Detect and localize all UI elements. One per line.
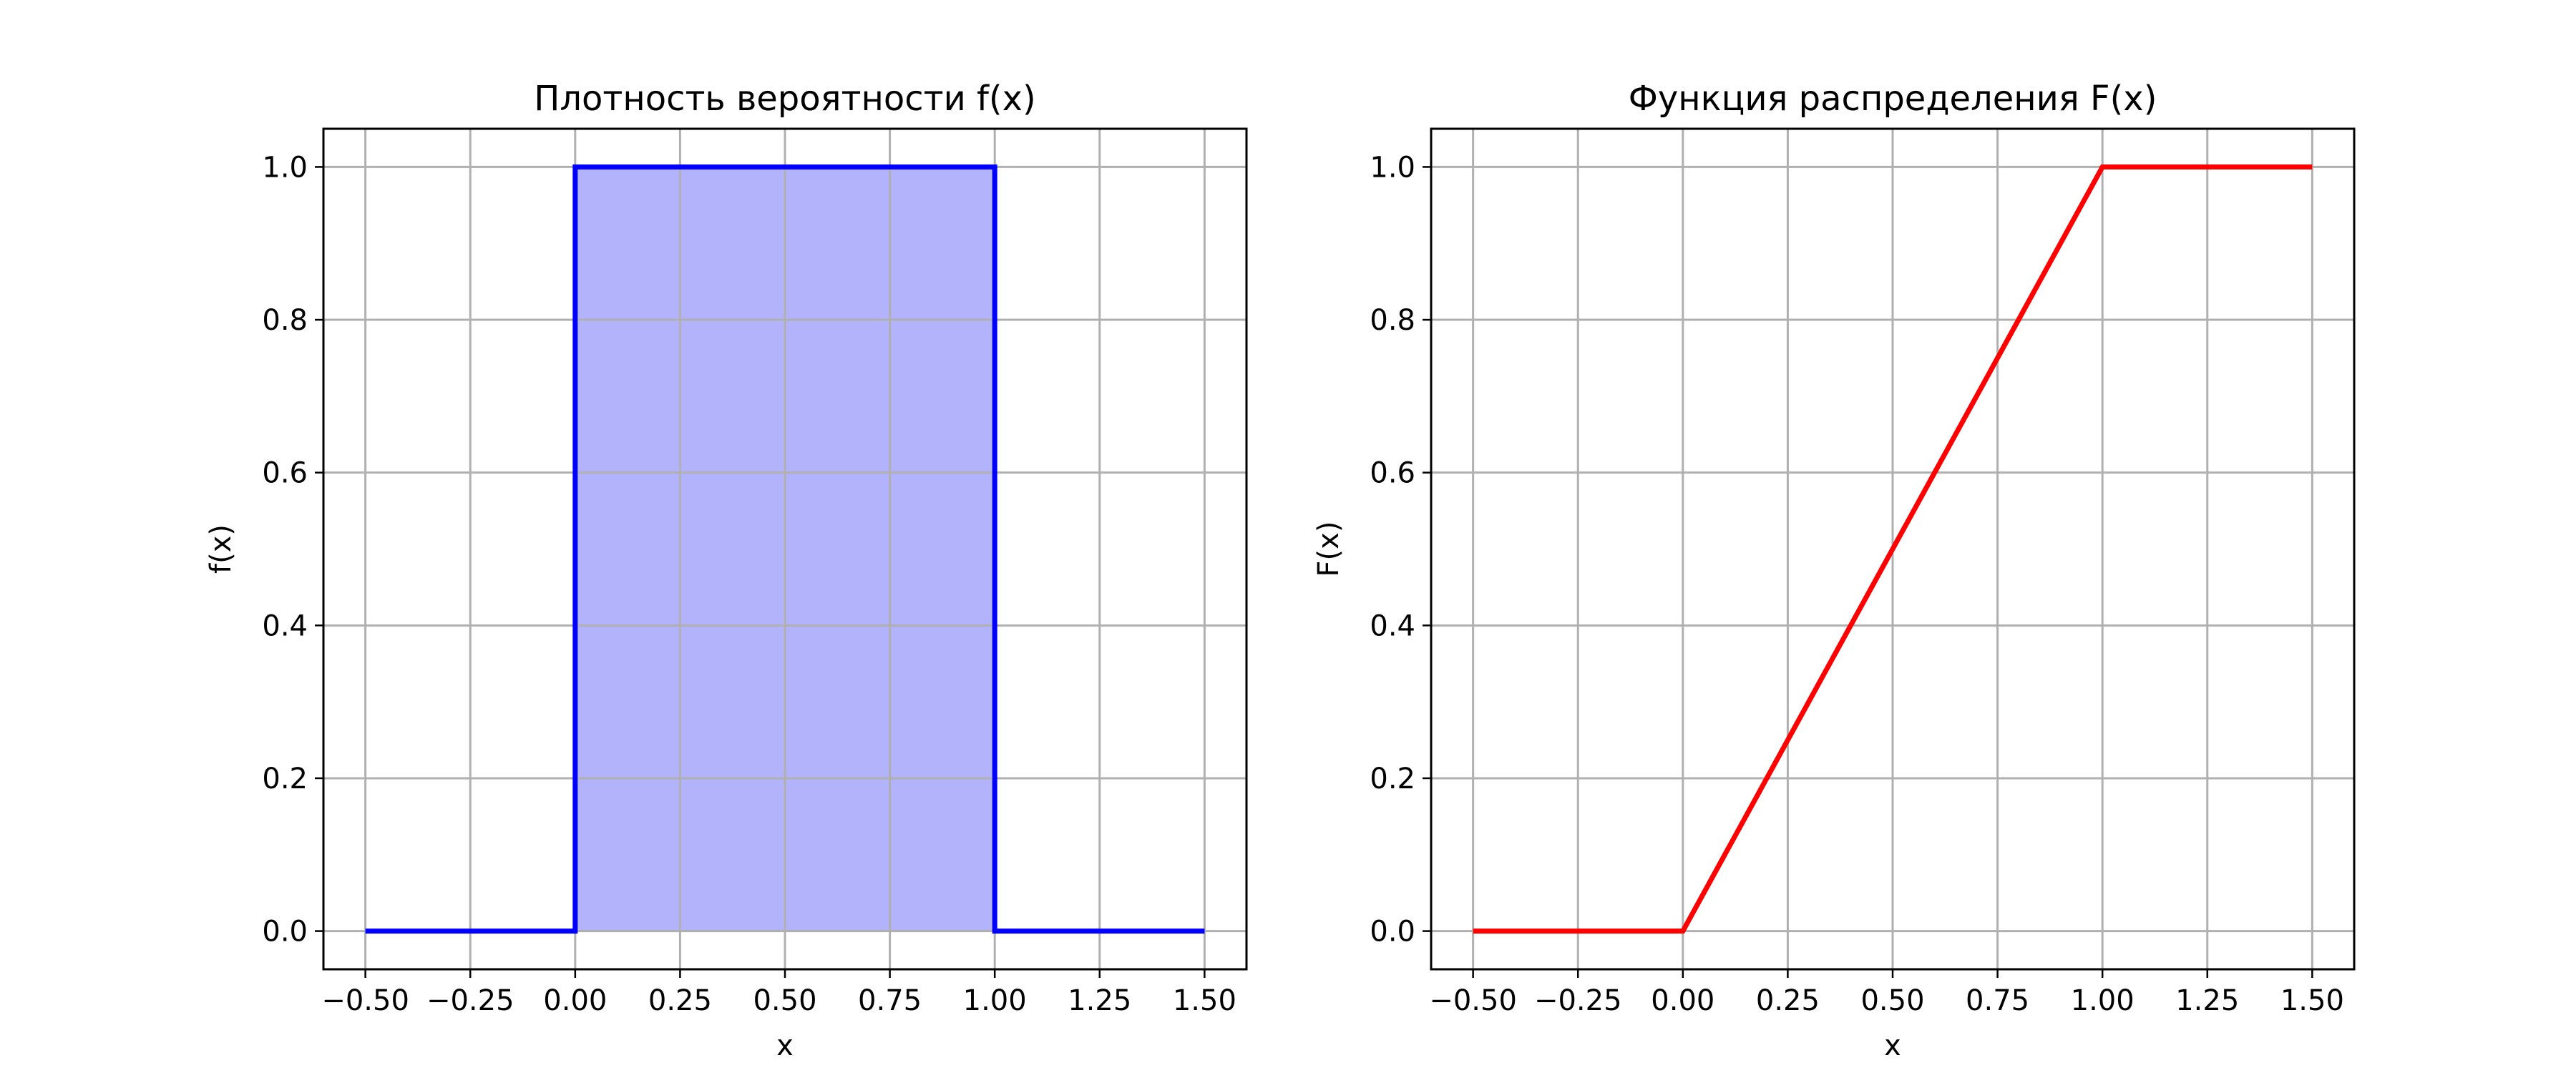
chart-title-cdf: Функция распределения F(x) <box>1629 79 2157 119</box>
series-line-cdf <box>1473 164 2313 934</box>
y-tick-label: 0.8 <box>1370 304 1415 337</box>
x-tick-label: 1.25 <box>2175 984 2239 1017</box>
x-tick-label: 1.50 <box>2280 984 2344 1017</box>
chart-title-density: Плотность вероятности f(x) <box>534 79 1036 119</box>
y-axis-label-cdf: F(x) <box>1312 521 1345 577</box>
y-tick-label: 1.0 <box>1370 151 1415 184</box>
y-tick-label: 0.4 <box>262 609 308 642</box>
x-tick-label: 0.00 <box>543 984 607 1017</box>
y-tick-label: 0.2 <box>262 763 308 795</box>
y-tick-label: 0.6 <box>262 457 308 490</box>
y-tick-label: 0.8 <box>262 304 308 337</box>
y-tick-label: 0.0 <box>262 916 308 949</box>
x-tick-label: 1.00 <box>2071 984 2135 1017</box>
x-tick-label: 0.50 <box>1860 984 1924 1017</box>
x-tick-label: 0.00 <box>1651 984 1714 1017</box>
x-axis-label-cdf: x <box>1884 1029 1901 1062</box>
x-tick-label: −0.50 <box>1429 984 1517 1017</box>
x-tick-label: −0.25 <box>426 984 514 1017</box>
chart-density: Плотность вероятности f(x) x f(x) −0.50−… <box>205 79 1248 1062</box>
y-tick-label: 0.2 <box>1370 763 1415 795</box>
x-axis-label-density: x <box>776 1029 794 1062</box>
x-tick-label: 0.25 <box>1756 984 1820 1017</box>
x-tick-label: 0.75 <box>1966 984 2029 1017</box>
x-tick-label: −0.25 <box>1534 984 1622 1017</box>
x-tick-label: 1.25 <box>1068 984 1131 1017</box>
y-axis-label-density: f(x) <box>205 524 238 574</box>
y-tick-label: 1.0 <box>262 151 308 184</box>
y-tick-label: 0.0 <box>1370 916 1415 949</box>
x-tick-label: 1.50 <box>1173 984 1236 1017</box>
chart-cdf: Функция распределения F(x) x F(x) −0.50−… <box>1312 79 2356 1062</box>
y-tick-label: 0.4 <box>1370 609 1415 642</box>
x-tick-label: −0.50 <box>321 984 409 1017</box>
y-tick-label: 0.6 <box>1370 457 1415 490</box>
x-tick-label: 0.25 <box>648 984 712 1017</box>
x-tick-label: 0.75 <box>858 984 922 1017</box>
x-tick-label: 0.50 <box>753 984 816 1017</box>
series-line-density <box>365 164 1205 934</box>
x-tick-label: 1.00 <box>963 984 1027 1017</box>
